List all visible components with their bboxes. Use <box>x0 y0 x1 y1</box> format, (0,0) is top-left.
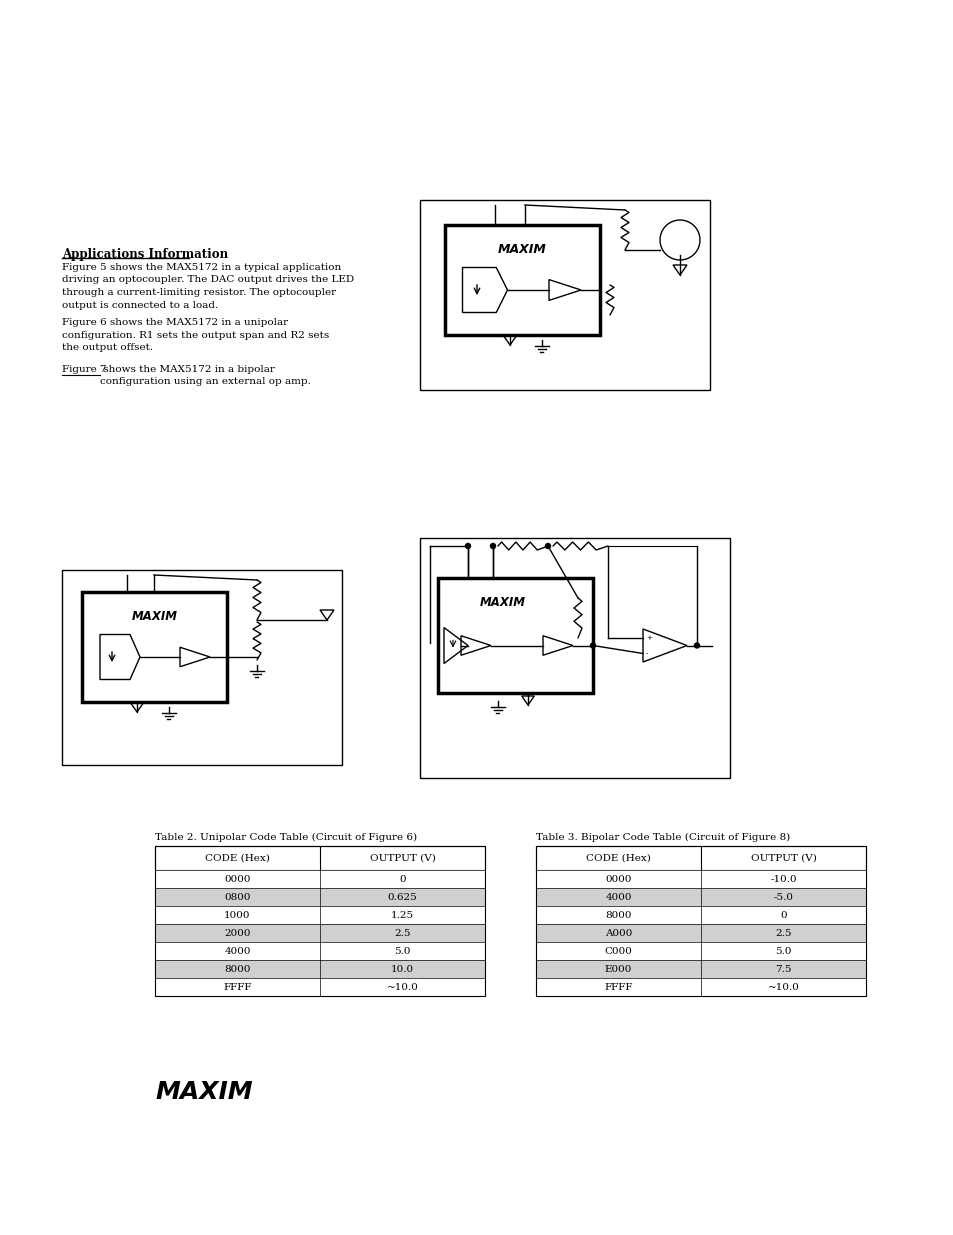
Bar <box>62 571 341 764</box>
Text: MAXIM: MAXIM <box>479 597 525 609</box>
Bar <box>444 225 599 335</box>
Bar <box>536 846 865 995</box>
Bar <box>419 538 729 778</box>
Text: 4000: 4000 <box>604 893 631 902</box>
Bar <box>154 869 484 888</box>
Text: CODE (Hex): CODE (Hex) <box>585 853 650 862</box>
Text: MAXIM: MAXIM <box>132 610 177 622</box>
Text: 0000: 0000 <box>604 874 631 883</box>
Text: 7.5: 7.5 <box>775 965 791 973</box>
Bar <box>154 888 484 906</box>
Text: 1.25: 1.25 <box>391 910 414 920</box>
Text: Figure 6 shows the MAX5172 in a unipolar
configuration. R1 sets the output span : Figure 6 shows the MAX5172 in a unipolar… <box>62 317 329 352</box>
Bar <box>536 869 865 888</box>
Circle shape <box>590 643 595 648</box>
Bar <box>536 846 865 869</box>
Text: A000: A000 <box>604 929 632 937</box>
Text: 2.5: 2.5 <box>775 929 791 937</box>
Text: E000: E000 <box>604 965 632 973</box>
Bar <box>154 906 484 924</box>
Bar <box>154 924 484 942</box>
Bar <box>536 888 865 906</box>
Text: C000: C000 <box>604 946 632 956</box>
Bar <box>419 200 709 390</box>
Text: Table 3. Bipolar Code Table (Circuit of Figure 8): Table 3. Bipolar Code Table (Circuit of … <box>536 832 789 842</box>
Bar <box>536 960 865 978</box>
Text: 0: 0 <box>398 874 405 883</box>
Bar <box>536 978 865 995</box>
Bar <box>154 978 484 995</box>
Text: Table 2. Unipolar Code Table (Circuit of Figure 6): Table 2. Unipolar Code Table (Circuit of… <box>154 832 416 842</box>
Text: MAXIM: MAXIM <box>497 243 546 256</box>
Text: OUTPUT (V): OUTPUT (V) <box>369 853 435 862</box>
Text: 0.625: 0.625 <box>387 893 416 902</box>
Bar <box>154 960 484 978</box>
Text: 2.5: 2.5 <box>394 929 411 937</box>
Text: +: + <box>645 635 651 641</box>
Text: CODE (Hex): CODE (Hex) <box>205 853 270 862</box>
Text: FFFF: FFFF <box>223 983 252 992</box>
Text: ~10.0: ~10.0 <box>767 983 799 992</box>
Bar <box>536 924 865 942</box>
Text: ~10.0: ~10.0 <box>386 983 418 992</box>
Bar <box>82 592 227 701</box>
Text: -10.0: -10.0 <box>769 874 796 883</box>
Bar <box>536 906 865 924</box>
Bar <box>154 942 484 960</box>
Text: OUTPUT (V): OUTPUT (V) <box>750 853 816 862</box>
Bar <box>154 846 484 869</box>
Text: 0000: 0000 <box>224 874 251 883</box>
Text: -5.0: -5.0 <box>773 893 793 902</box>
Text: 0800: 0800 <box>224 893 251 902</box>
Circle shape <box>694 643 699 648</box>
Text: 5.0: 5.0 <box>394 946 411 956</box>
Text: 8000: 8000 <box>224 965 251 973</box>
Text: 2000: 2000 <box>224 929 251 937</box>
Text: MAXIM: MAXIM <box>154 1079 253 1104</box>
Text: -: - <box>645 650 648 656</box>
Text: Figure 5 shows the MAX5172 in a typical application
driving an optocoupler. The : Figure 5 shows the MAX5172 in a typical … <box>62 263 354 310</box>
Text: 10.0: 10.0 <box>391 965 414 973</box>
Text: 8000: 8000 <box>604 910 631 920</box>
Text: 1000: 1000 <box>224 910 251 920</box>
Bar <box>536 942 865 960</box>
Text: Applications Information: Applications Information <box>62 248 228 261</box>
Text: FFFF: FFFF <box>603 983 632 992</box>
Text: Figure 7: Figure 7 <box>62 366 107 374</box>
Text: 0: 0 <box>780 910 786 920</box>
Bar <box>437 578 593 693</box>
Circle shape <box>545 543 550 548</box>
Text: shows the MAX5172 in a bipolar
configuration using an external op amp.: shows the MAX5172 in a bipolar configura… <box>100 366 311 387</box>
Bar <box>154 846 484 995</box>
Circle shape <box>490 543 495 548</box>
Text: 4000: 4000 <box>224 946 251 956</box>
Text: 5.0: 5.0 <box>775 946 791 956</box>
Circle shape <box>465 543 470 548</box>
